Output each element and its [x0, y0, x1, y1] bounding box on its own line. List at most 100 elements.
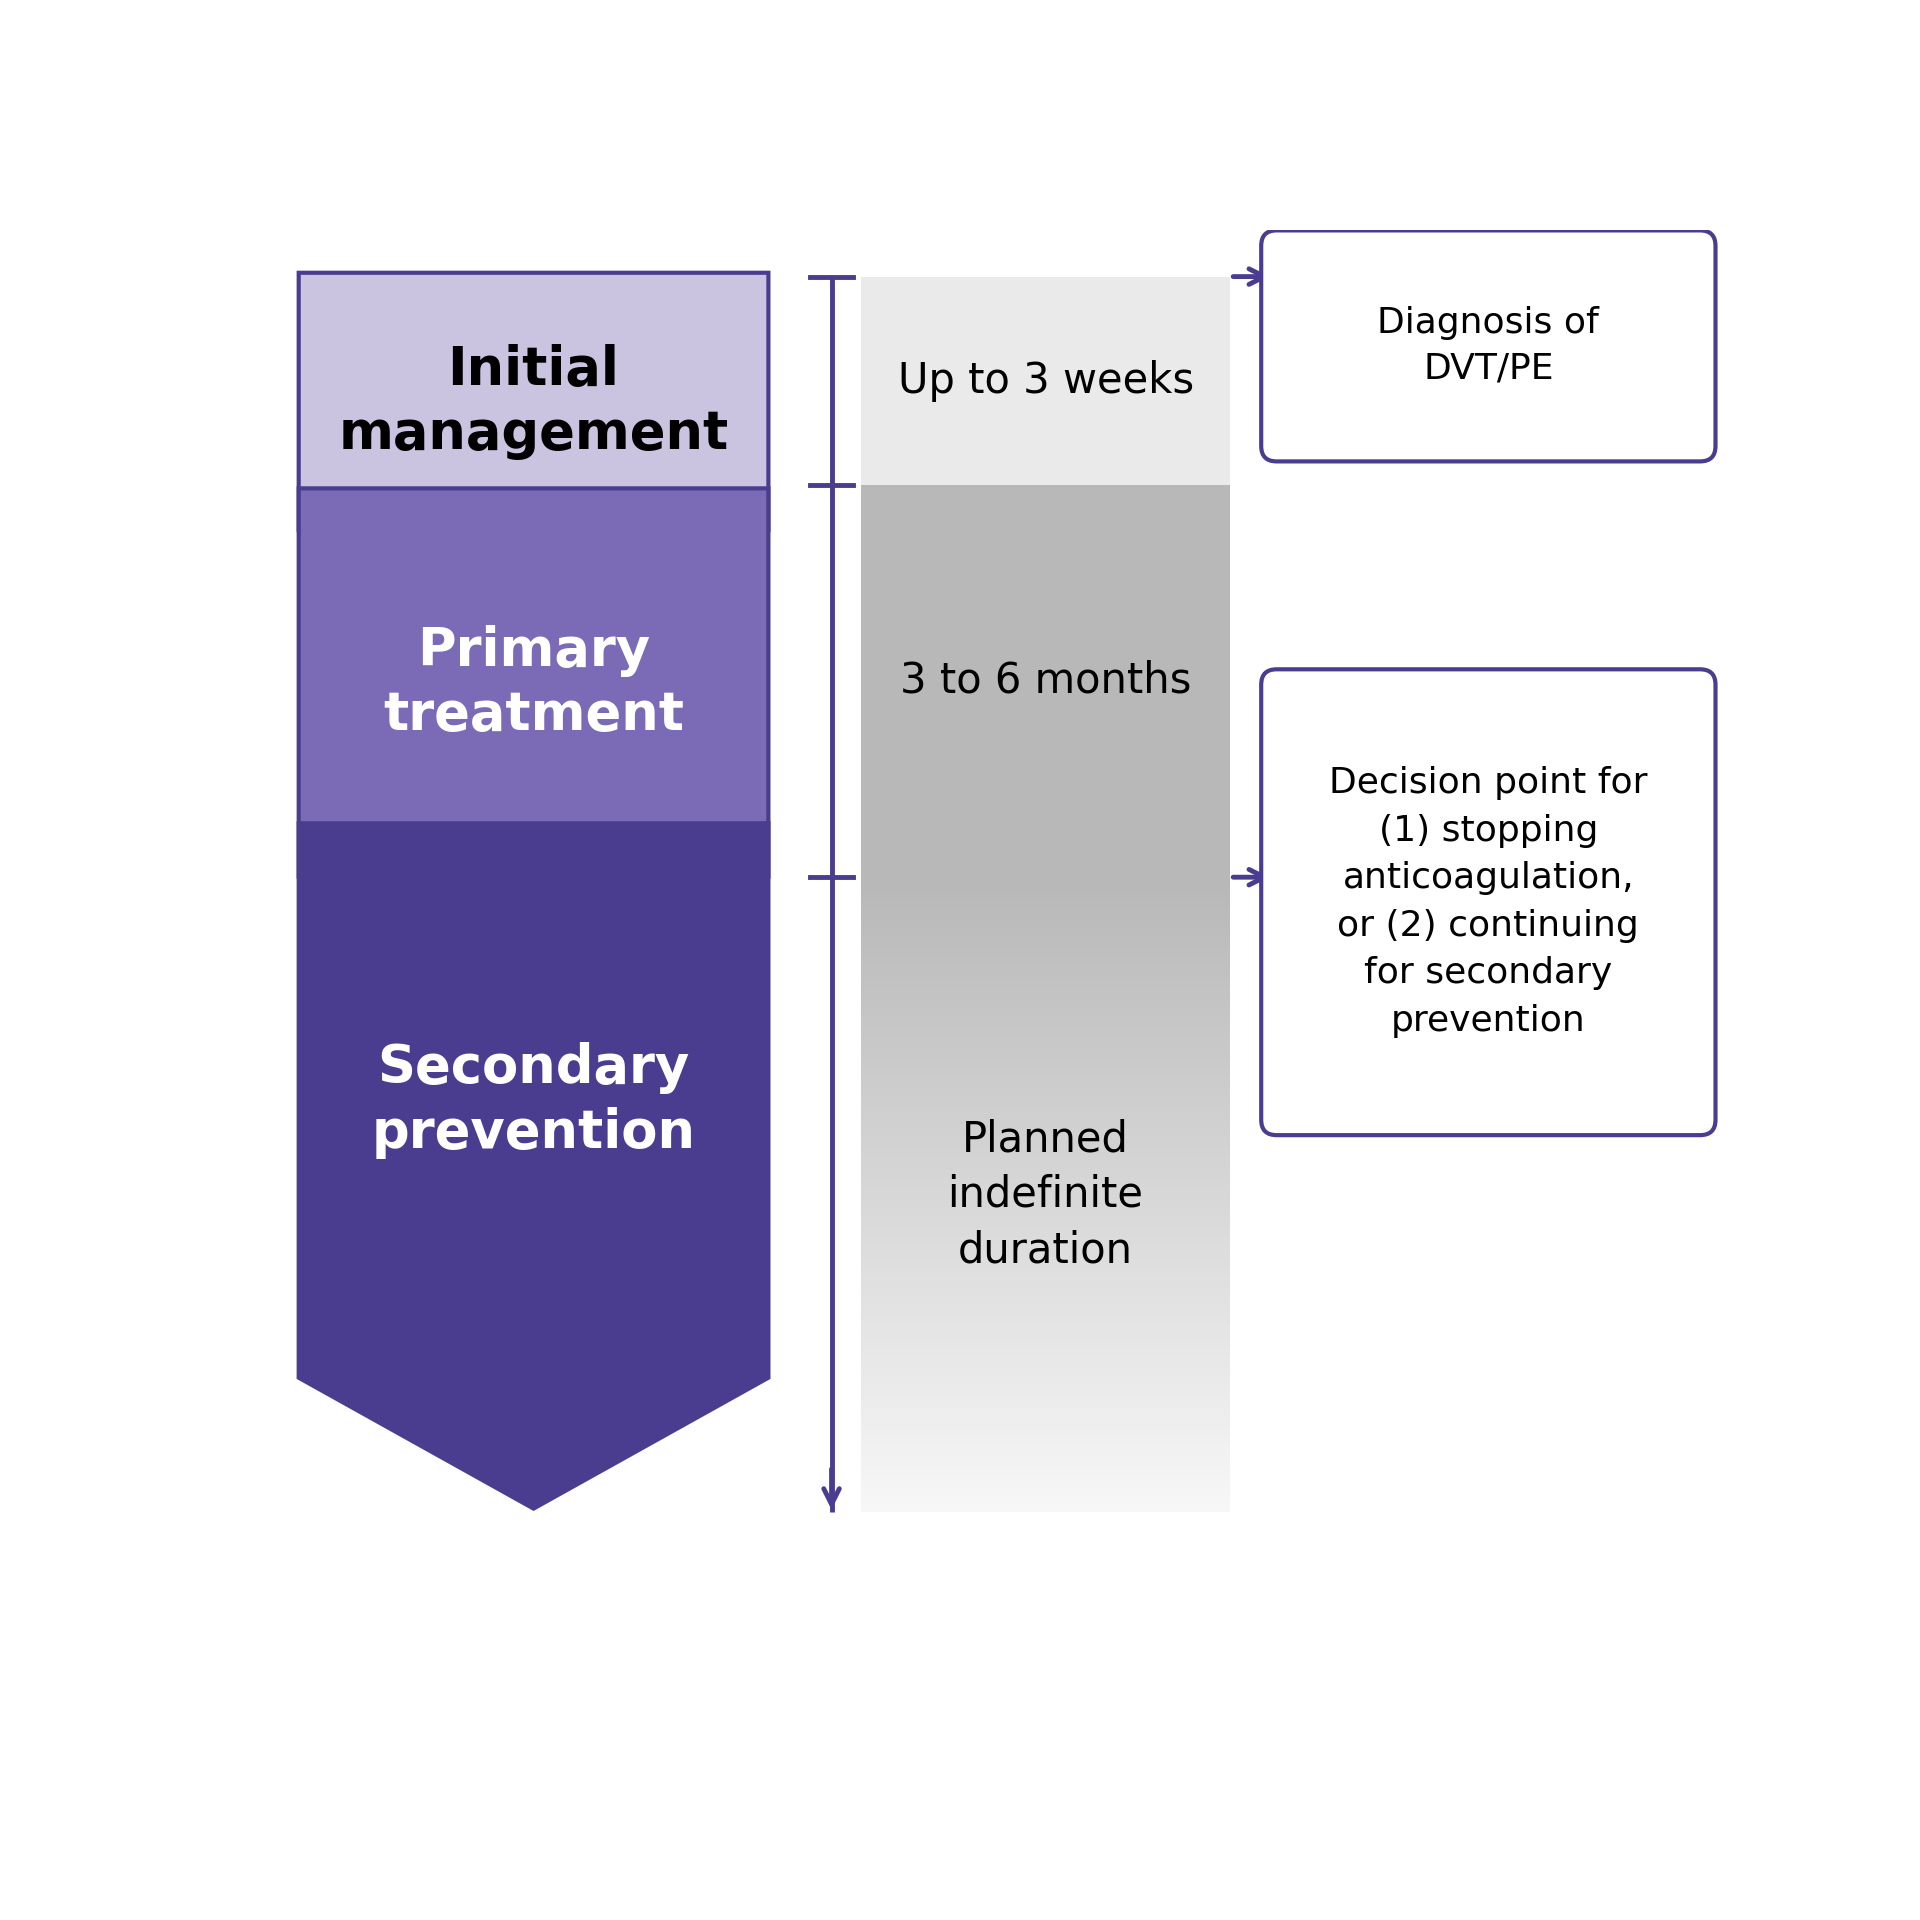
Text: Decision point for
(1) stopping
anticoagulation,
or (2) continuing
for secondary: Decision point for (1) stopping anticoag… — [1329, 766, 1647, 1039]
Bar — [860, 979, 1231, 983]
Bar — [860, 1415, 1231, 1419]
Bar — [860, 945, 1231, 948]
Bar — [860, 1496, 1231, 1500]
Bar — [860, 1275, 1231, 1279]
Text: Initial
management: Initial management — [338, 344, 730, 461]
Bar — [860, 1267, 1231, 1271]
Text: Primary
treatment: Primary treatment — [384, 624, 684, 741]
Bar — [860, 1229, 1231, 1233]
Bar — [860, 1348, 1231, 1352]
Bar — [860, 1033, 1231, 1039]
Bar — [860, 1279, 1231, 1284]
Bar — [860, 1089, 1231, 1092]
Bar — [860, 1432, 1231, 1436]
Bar — [860, 1106, 1231, 1110]
Bar — [860, 1486, 1231, 1492]
Polygon shape — [300, 273, 768, 616]
Bar — [860, 941, 1231, 945]
Bar — [860, 933, 1231, 937]
Bar — [860, 991, 1231, 996]
Bar — [860, 1098, 1231, 1102]
Text: 3 to 6 months: 3 to 6 months — [900, 660, 1190, 703]
Bar — [860, 1288, 1231, 1292]
Bar — [860, 1461, 1231, 1465]
Bar — [860, 1402, 1231, 1407]
Bar — [860, 1081, 1231, 1085]
Bar — [860, 1060, 1231, 1064]
Bar — [860, 958, 1231, 962]
Bar — [860, 1102, 1231, 1106]
Bar — [860, 1327, 1231, 1331]
Bar — [860, 1300, 1231, 1306]
Bar — [860, 924, 1231, 927]
Bar — [860, 1000, 1231, 1004]
Bar — [860, 1077, 1231, 1081]
Bar — [860, 962, 1231, 966]
Bar — [860, 1365, 1231, 1369]
Bar — [860, 1419, 1231, 1423]
Bar — [860, 484, 1231, 877]
Bar — [860, 1428, 1231, 1432]
Bar — [860, 1284, 1231, 1288]
Bar — [860, 1162, 1231, 1165]
Bar — [860, 889, 1231, 895]
FancyBboxPatch shape — [1261, 230, 1715, 461]
Bar — [860, 1258, 1231, 1263]
Bar — [860, 954, 1231, 958]
Bar — [860, 1169, 1231, 1173]
Bar — [860, 1050, 1231, 1056]
Bar — [860, 1221, 1231, 1225]
Bar — [860, 1092, 1231, 1098]
Bar — [860, 1135, 1231, 1140]
Bar — [860, 1436, 1231, 1440]
Bar — [860, 1338, 1231, 1344]
Bar — [860, 1356, 1231, 1359]
Bar — [860, 1127, 1231, 1131]
Bar — [860, 899, 1231, 902]
Bar — [860, 1215, 1231, 1221]
Bar — [860, 970, 1231, 975]
Bar — [860, 1183, 1231, 1187]
Bar — [860, 1306, 1231, 1309]
Bar — [860, 1021, 1231, 1025]
Bar — [860, 1025, 1231, 1029]
Bar — [860, 966, 1231, 970]
Bar — [860, 1043, 1231, 1046]
Bar — [860, 1407, 1231, 1411]
Bar — [860, 1250, 1231, 1254]
Bar — [860, 996, 1231, 1000]
Bar — [860, 1204, 1231, 1208]
Bar — [860, 1465, 1231, 1471]
Bar — [860, 1064, 1231, 1068]
Bar — [860, 1200, 1231, 1204]
Bar — [860, 1398, 1231, 1402]
Bar — [860, 1177, 1231, 1183]
Bar — [860, 1148, 1231, 1152]
Bar — [860, 1190, 1231, 1194]
Bar — [860, 1131, 1231, 1135]
Bar — [860, 1225, 1231, 1229]
Bar — [860, 987, 1231, 991]
Bar — [860, 1377, 1231, 1380]
Bar — [860, 276, 1231, 484]
Bar — [860, 1085, 1231, 1089]
Bar — [860, 1156, 1231, 1162]
Bar — [860, 1254, 1231, 1258]
Bar — [860, 937, 1231, 941]
Bar — [860, 912, 1231, 916]
Bar — [860, 1457, 1231, 1461]
Bar — [860, 1012, 1231, 1018]
Bar — [860, 927, 1231, 933]
Bar — [860, 1334, 1231, 1338]
Bar — [860, 1242, 1231, 1246]
Bar — [860, 1453, 1231, 1457]
Bar — [860, 975, 1231, 979]
Bar — [860, 1152, 1231, 1156]
Bar — [860, 1263, 1231, 1267]
Bar — [860, 948, 1231, 954]
Bar — [860, 1394, 1231, 1398]
Bar — [860, 1029, 1231, 1033]
Bar — [860, 1119, 1231, 1123]
Bar — [860, 1246, 1231, 1250]
Bar — [860, 1039, 1231, 1043]
